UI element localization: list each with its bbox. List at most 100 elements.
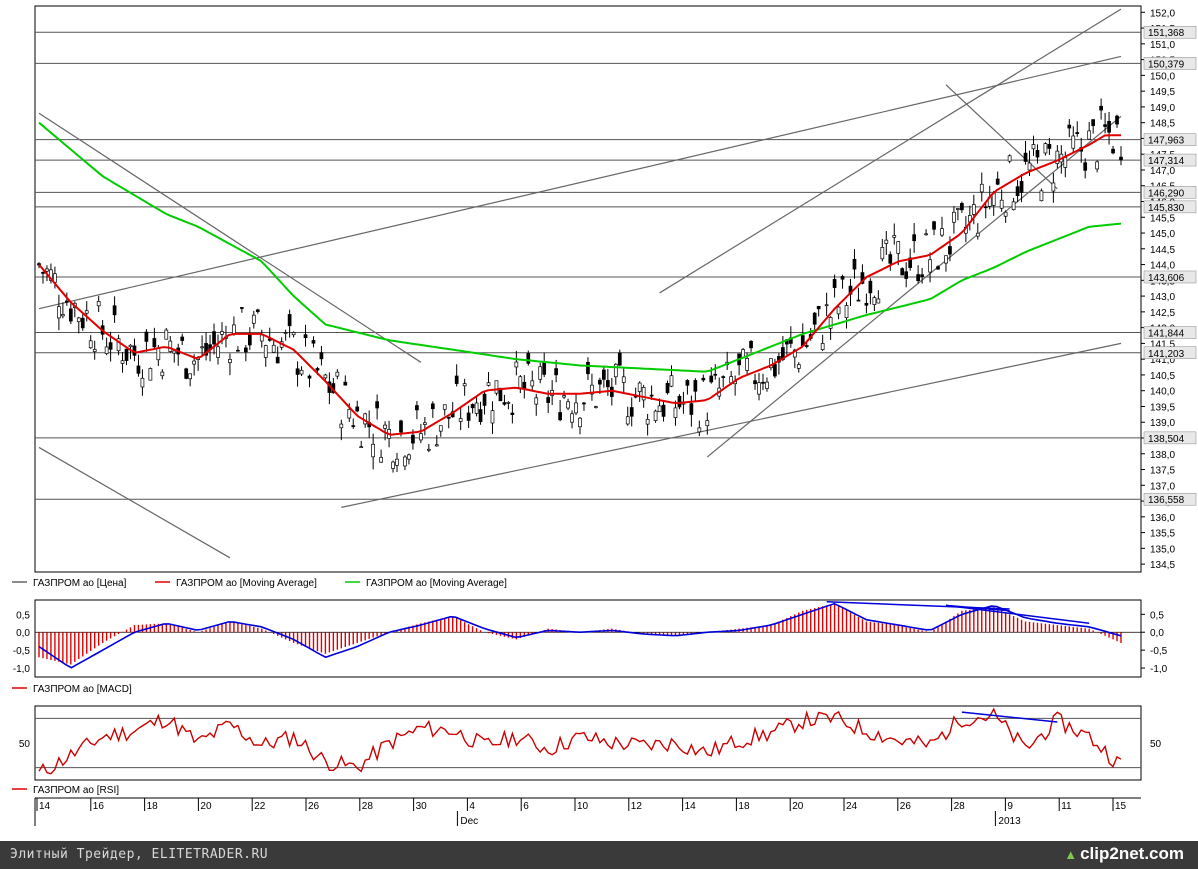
date-tick-label: 11 bbox=[1061, 801, 1072, 812]
price-candle bbox=[442, 404, 447, 410]
macd-divergence-line bbox=[945, 604, 1010, 612]
price-candle bbox=[526, 353, 531, 364]
price-candle bbox=[956, 208, 960, 210]
rsi-line bbox=[38, 707, 1122, 775]
price-candle bbox=[136, 365, 141, 374]
price-candle bbox=[904, 271, 909, 279]
price-axis-label: 140,0 bbox=[1150, 387, 1175, 398]
price-candle bbox=[407, 454, 411, 460]
price-candle bbox=[605, 380, 610, 388]
price-candle bbox=[1075, 132, 1080, 135]
price-axis-label: 137,5 bbox=[1150, 466, 1175, 477]
price-candle bbox=[291, 332, 296, 336]
price-candle bbox=[482, 393, 487, 406]
legend-entry: ГАЗПРОМ ао [Moving Average] bbox=[366, 578, 507, 589]
price-axis-label: 149,0 bbox=[1150, 103, 1175, 114]
trend-line bbox=[38, 446, 231, 559]
price-axis-label: 135,0 bbox=[1150, 544, 1175, 555]
price-candle bbox=[546, 397, 551, 403]
price-candle bbox=[713, 373, 718, 376]
price-candle bbox=[1047, 143, 1052, 149]
price-candle bbox=[598, 379, 602, 385]
macd-axis-label-left: 0,5 bbox=[16, 610, 30, 621]
level-label-box bbox=[1143, 270, 1197, 284]
level-label-box bbox=[1143, 186, 1197, 199]
price-candle bbox=[1011, 201, 1016, 211]
price-axis-label: 135,5 bbox=[1150, 529, 1175, 540]
price-candle bbox=[916, 274, 920, 282]
price-candle bbox=[661, 404, 666, 417]
price-candle bbox=[299, 369, 304, 375]
price-candle bbox=[76, 317, 81, 323]
price-candle bbox=[999, 199, 1004, 209]
price-candle bbox=[144, 331, 149, 342]
price-candle bbox=[884, 239, 889, 244]
price-candle bbox=[96, 301, 101, 307]
price-candle bbox=[80, 317, 85, 329]
price-candle bbox=[419, 433, 423, 441]
price-candle bbox=[236, 349, 240, 352]
date-tick-label: 26 bbox=[900, 801, 912, 812]
price-candle bbox=[820, 343, 825, 350]
price-candle bbox=[832, 279, 837, 288]
price-candle bbox=[68, 308, 73, 322]
price-candle bbox=[164, 329, 169, 340]
price-axis-label: 149,5 bbox=[1150, 87, 1175, 98]
price-candle bbox=[283, 332, 288, 334]
price-candle bbox=[49, 269, 53, 281]
price-candle bbox=[856, 299, 861, 302]
price-axis-label: 144,0 bbox=[1150, 261, 1175, 272]
price-axis-label: 145,5 bbox=[1150, 213, 1175, 224]
level-label-box bbox=[1143, 346, 1197, 360]
price-candle bbox=[1039, 190, 1044, 202]
price-candle bbox=[912, 234, 916, 242]
date-tick-label: 24 bbox=[846, 801, 858, 812]
price-candle bbox=[240, 307, 244, 309]
price-candle bbox=[1067, 124, 1072, 129]
price-candle bbox=[446, 416, 451, 419]
price-candle bbox=[434, 444, 439, 447]
price-candle bbox=[168, 340, 173, 352]
macd-axis-label-left: 0,0 bbox=[16, 628, 30, 639]
price-candle bbox=[653, 410, 658, 421]
month-label: Dec bbox=[460, 816, 478, 827]
price-candle bbox=[188, 373, 193, 380]
trend-line bbox=[659, 8, 1122, 294]
price-candle bbox=[637, 382, 642, 392]
macd-axis-label-right: -0,5 bbox=[1150, 646, 1168, 657]
price-candle bbox=[960, 203, 964, 211]
price-candle bbox=[92, 349, 97, 352]
price-candle bbox=[944, 255, 948, 264]
price-candle bbox=[1027, 162, 1032, 171]
rsi-panel-frame bbox=[34, 705, 1142, 781]
price-candle bbox=[247, 334, 252, 346]
price-candle bbox=[1111, 148, 1115, 154]
price-candle bbox=[757, 382, 761, 395]
price-axis-label: 139,5 bbox=[1150, 402, 1175, 413]
price-candle bbox=[1003, 211, 1008, 217]
price-candle bbox=[761, 381, 765, 384]
price-candle bbox=[975, 232, 980, 237]
macd-legend: ГАЗПРОМ ао [MACD] bbox=[33, 684, 132, 695]
level-label: 151,368 bbox=[1148, 28, 1185, 39]
level-label-box bbox=[1143, 431, 1197, 445]
date-tick-label: 9 bbox=[1007, 801, 1013, 812]
price-candle bbox=[641, 387, 646, 401]
price-candle bbox=[438, 425, 443, 432]
level-label: 136,558 bbox=[1148, 495, 1185, 506]
price-candle bbox=[924, 233, 928, 236]
price-candle bbox=[251, 314, 256, 324]
price-candle bbox=[685, 380, 690, 386]
price-candle bbox=[216, 346, 220, 358]
date-tick-label: 4 bbox=[469, 801, 475, 812]
price-candle bbox=[932, 221, 936, 230]
price-candle bbox=[104, 346, 109, 354]
price-candle bbox=[45, 268, 49, 272]
price-candle bbox=[124, 348, 129, 361]
price-candle bbox=[673, 407, 678, 418]
price-candle bbox=[570, 413, 574, 423]
price-candle bbox=[1063, 157, 1068, 168]
price-candle bbox=[765, 381, 769, 389]
price-candle bbox=[311, 340, 316, 344]
level-label: 147,314 bbox=[1148, 156, 1185, 167]
